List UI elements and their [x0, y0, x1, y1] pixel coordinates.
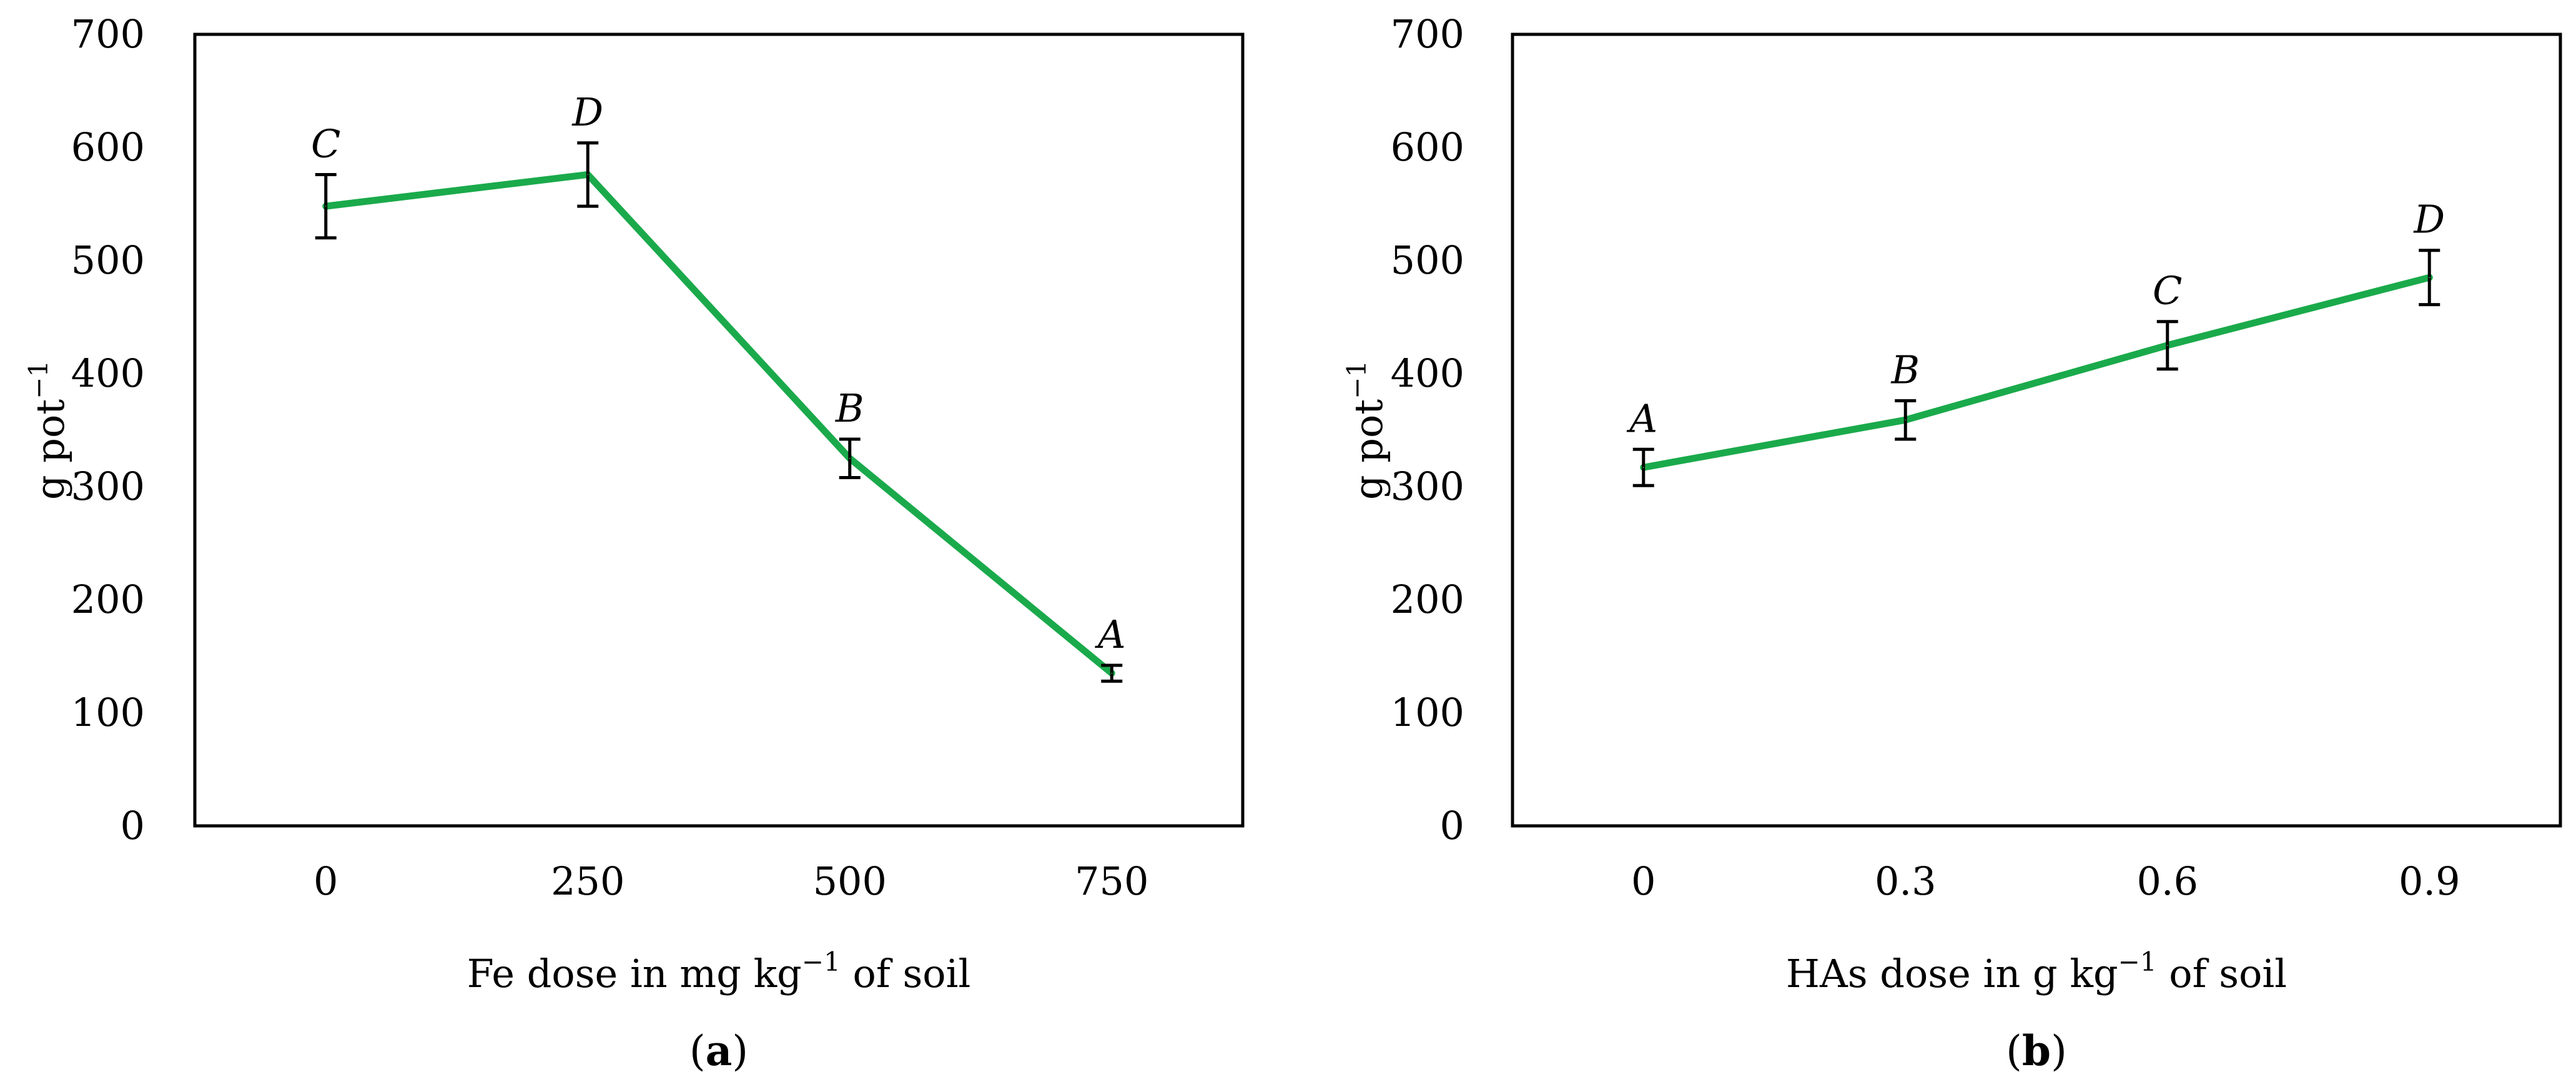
x-tick-label: 750	[1075, 858, 1148, 904]
y-tick-label: 200	[1391, 577, 1464, 622]
data-point	[2429, 277, 2430, 279]
y-axis-title-superscript: −1	[23, 360, 54, 399]
x-tick-label: 0	[313, 858, 338, 904]
y-tick-label: 400	[71, 350, 145, 396]
y-axis-title-text: g pot	[27, 399, 73, 500]
y-axis-title: g pot−1	[23, 360, 73, 500]
data-point	[1642, 467, 1644, 469]
data-point	[325, 206, 327, 207]
x-axis-title: HAs dose in g kg−1 of soil	[1786, 946, 2287, 996]
panel-label-close-paren: )	[2051, 1027, 2067, 1075]
panel-label-open-paren: (	[689, 1027, 706, 1075]
significance-letter: D	[571, 89, 603, 135]
panel-label-letter: b	[2022, 1026, 2051, 1075]
significance-letter: A	[1095, 612, 1126, 657]
x-tick-label: 0.6	[2136, 858, 2198, 904]
x-tick-label: 0.3	[1875, 858, 1937, 904]
y-tick-label: 600	[1391, 124, 1464, 170]
y-tick-label: 100	[1391, 690, 1464, 735]
panel-label: (b)	[2006, 1026, 2067, 1075]
plot-area-frame	[1511, 32, 2562, 828]
x-axis-title-suffix: of soil	[2157, 951, 2287, 996]
y-tick-label: 200	[71, 577, 145, 622]
y-tick-label: 100	[71, 690, 145, 735]
x-tick-label: 0.9	[2399, 858, 2460, 904]
significance-letter: B	[835, 385, 864, 431]
panel-label-letter: a	[706, 1026, 733, 1075]
x-axis-title: Fe dose in mg kg−1 of soil	[467, 946, 971, 996]
significance-letter: D	[2413, 197, 2445, 242]
y-tick-label: 700	[1391, 11, 1464, 57]
y-tick-label: 0	[121, 803, 145, 848]
panel-label: (a)	[689, 1026, 748, 1075]
x-axis-title-superscript: −1	[802, 946, 841, 977]
y-axis-title-superscript: −1	[1341, 360, 1372, 399]
x-axis-title-superscript: −1	[2118, 946, 2157, 977]
x-tick-label: 500	[813, 858, 887, 904]
y-tick-label: 300	[1391, 464, 1464, 509]
x-tick-label: 0	[1631, 858, 1656, 904]
data-point	[1905, 419, 1907, 421]
data-point	[2166, 344, 2168, 346]
significance-letter: B	[1890, 347, 1920, 392]
x-axis-title-suffix: of soil	[841, 951, 971, 996]
x-axis-title-text: HAs dose in g kg	[1786, 951, 2118, 996]
x-axis-title-text: Fe dose in mg kg	[467, 951, 802, 996]
y-tick-label: 300	[71, 464, 145, 509]
series-line	[322, 171, 1115, 677]
y-tick-label: 400	[1391, 350, 1464, 396]
y-axis-title: g pot−1	[1341, 360, 1391, 500]
panel-label-open-paren: (	[2006, 1027, 2022, 1075]
plot-area-frame	[193, 32, 1245, 828]
y-tick-label: 700	[71, 11, 145, 57]
y-tick-label: 500	[71, 237, 145, 283]
significance-letter: A	[1626, 395, 1657, 441]
significance-letter: C	[2153, 268, 2182, 314]
data-point	[849, 457, 851, 459]
y-tick-label: 0	[1440, 803, 1464, 848]
y-tick-label: 500	[1391, 237, 1464, 283]
y-axis-title-text: g pot	[1346, 399, 1391, 500]
x-tick-label: 250	[551, 858, 624, 904]
y-tick-label: 600	[71, 124, 145, 170]
series-line	[1640, 274, 2433, 471]
panel-label-close-paren: )	[732, 1027, 748, 1075]
data-point	[587, 174, 589, 176]
significance-letter: C	[311, 121, 340, 166]
data-point	[1111, 672, 1113, 674]
